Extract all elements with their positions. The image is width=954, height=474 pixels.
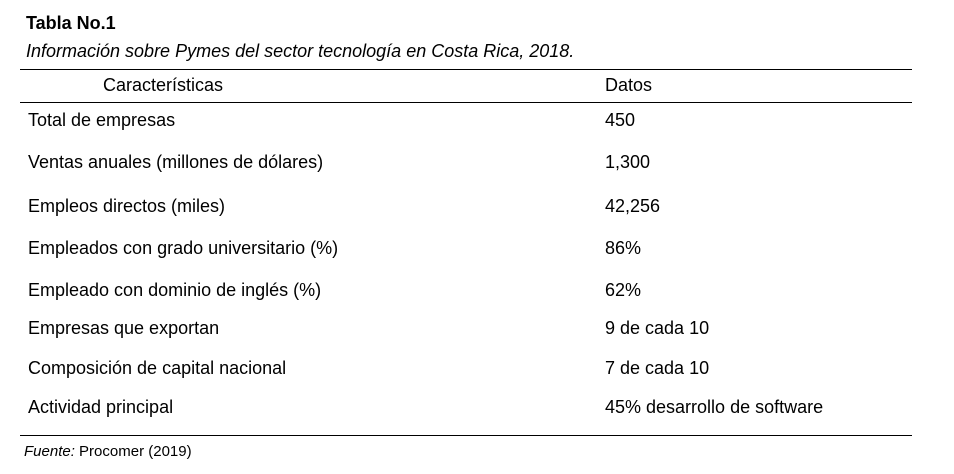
table-row: Composición de capital nacional 7 de cad… [20, 355, 912, 395]
table-row: Ventas anuales (millones de dólares) 1,3… [20, 147, 912, 191]
row-value: 45% desarrollo de software [605, 397, 824, 417]
table-body: Total de empresas 450 Ventas anuales (mi… [20, 105, 912, 431]
table-title: Tabla No.1 [26, 13, 116, 33]
header-rule [20, 102, 912, 103]
table-subtitle: Información sobre Pymes del sector tecno… [26, 41, 575, 61]
header-datos: Datos [605, 75, 653, 95]
row-label: Total de empresas [28, 110, 176, 130]
table-row: Actividad principal 45% desarrollo de so… [20, 395, 912, 431]
row-label: Actividad principal [28, 397, 174, 417]
row-value: 1,300 [605, 152, 651, 172]
row-value: 9 de cada 10 [605, 318, 710, 338]
source-label: Fuente: [24, 443, 75, 460]
row-value: 86% [605, 238, 642, 258]
table-row: Empresas que exportan 9 de cada 10 [20, 315, 912, 355]
row-label: Ventas anuales (millones de dólares) [28, 152, 324, 172]
row-label: Empleos directos (miles) [28, 196, 226, 216]
table-row: Empleados con grado universitario (%) 86… [20, 233, 912, 275]
row-value: 7 de cada 10 [605, 358, 710, 378]
table-source-note: Fuente: Procomer (2019) [24, 442, 192, 462]
top-rule [20, 69, 912, 70]
table-row: Empleado con dominio de inglés (%) 62% [20, 275, 912, 315]
table-row: Empleos directos (miles) 42,256 [20, 191, 912, 233]
source-text: Procomer (2019) [74, 443, 192, 460]
row-label: Empresas que exportan [28, 318, 220, 338]
row-value: 62% [605, 280, 642, 300]
header-caracteristicas: Características [103, 75, 224, 95]
table-row: Total de empresas 450 [20, 105, 912, 147]
row-value: 450 [605, 110, 636, 130]
bottom-rule [20, 435, 912, 436]
row-label: Empleados con grado universitario (%) [28, 238, 339, 258]
row-label: Composición de capital nacional [28, 358, 287, 378]
table-header-row: Características Datos [20, 73, 912, 99]
row-label: Empleado con dominio de inglés (%) [28, 280, 322, 300]
row-value: 42,256 [605, 196, 661, 216]
